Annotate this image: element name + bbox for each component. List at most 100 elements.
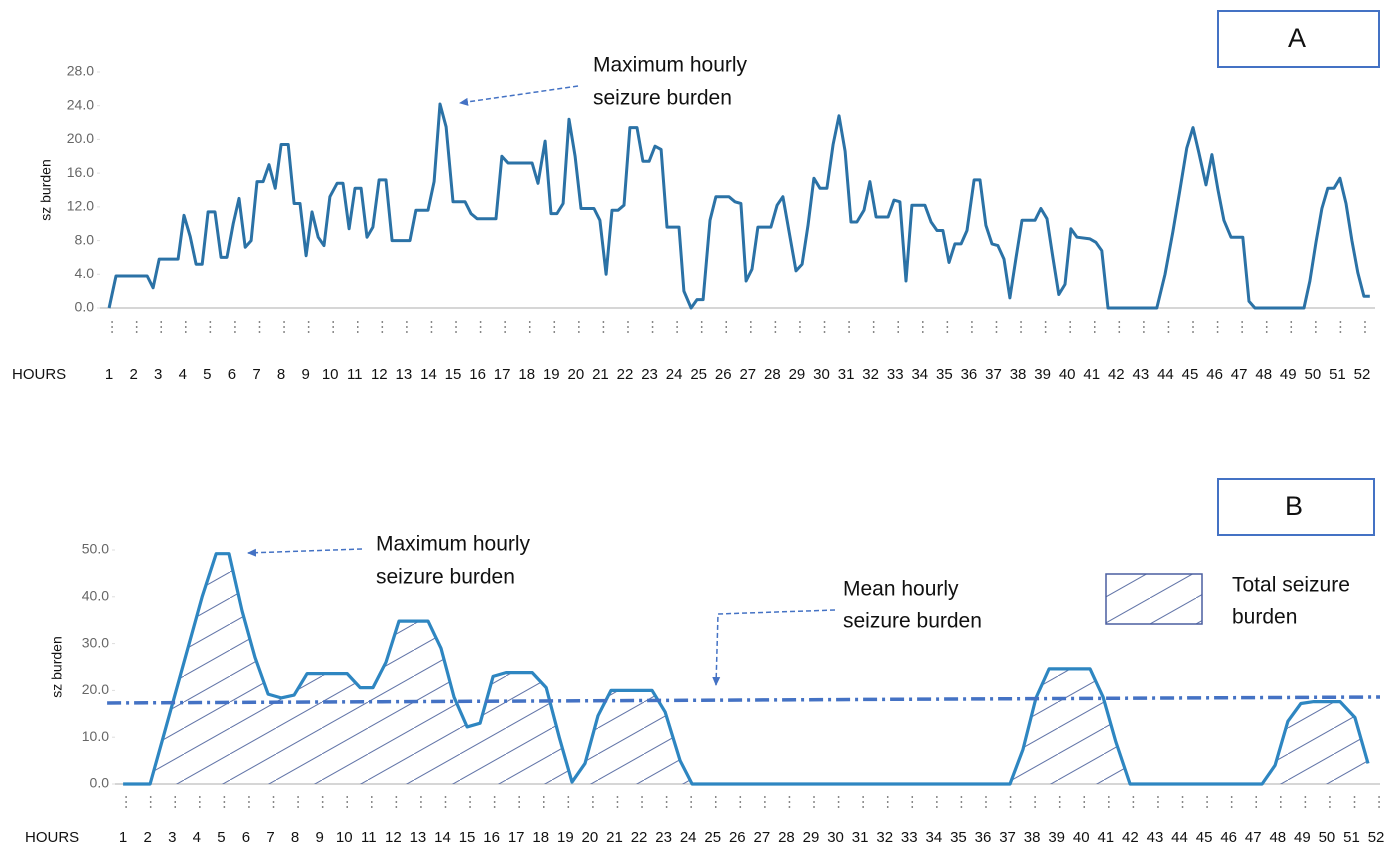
x-tick-label: 12 [371, 366, 388, 383]
mean-annotation: Mean hourly [843, 578, 959, 601]
x-tick-label: 10 [336, 829, 353, 846]
x-tick-label: 28 [764, 366, 781, 383]
panel-box [1217, 478, 1375, 536]
x-tick-label: 16 [483, 829, 500, 846]
x-axis-label: HOURS [25, 829, 79, 846]
x-tick-label: 27 [754, 829, 771, 846]
annotation-arrow [712, 609, 836, 686]
x-tick-label: 10 [322, 366, 339, 383]
y-tick-label: 8.0 [75, 231, 95, 247]
mean-line [107, 695, 1381, 705]
x-tick-label: 34 [926, 829, 943, 846]
x-tick-label: 6 [242, 829, 250, 846]
x-tick-label: 3 [154, 366, 162, 383]
x-tick-label: 23 [655, 829, 672, 846]
x-tick-label: 41 [1097, 829, 1114, 846]
x-tick-label: 43 [1147, 829, 1164, 846]
annotation: Maximum hourly [593, 54, 748, 77]
panel-label: B [1285, 491, 1303, 521]
x-tick-label: 8 [291, 829, 299, 846]
x-tick-label: 20 [568, 366, 585, 383]
x-tick-label: 46 [1206, 366, 1223, 383]
y-tick-label: 0.0 [90, 775, 110, 791]
x-tick-label: 4 [193, 829, 201, 846]
x-tick-label: 27 [739, 366, 756, 383]
x-tick-label: 24 [666, 366, 683, 383]
x-tick-label: 26 [729, 829, 746, 846]
mean-annotation: seizure burden [843, 610, 982, 633]
x-tick-label: 16 [469, 366, 486, 383]
x-tick-label: 30 [813, 366, 830, 383]
x-tick-label: 3 [168, 829, 176, 846]
x-tick-label: 21 [606, 829, 623, 846]
x-tick-label: 28 [778, 829, 795, 846]
x-tick-label: 11 [361, 829, 377, 846]
x-axis-label: HOURS [12, 366, 66, 383]
x-tick-label: 35 [950, 829, 967, 846]
x-tick-label: 34 [911, 366, 928, 383]
x-tick-label: 37 [985, 366, 1002, 383]
x-tick-label: 14 [420, 366, 437, 383]
x-tick-label: 35 [936, 366, 953, 383]
x-tick-label: 25 [690, 366, 707, 383]
x-tick-label: 39 [1048, 829, 1065, 846]
x-tick-label: 36 [975, 829, 992, 846]
x-tick-label: 12 [385, 829, 402, 846]
legend-label: burden [1232, 606, 1297, 629]
x-tick-label: 2 [144, 829, 152, 846]
x-tick-label: 37 [999, 829, 1016, 846]
x-tick-label: 46 [1220, 829, 1237, 846]
x-tick-label: 18 [532, 829, 549, 846]
x-tick-label: 51 [1329, 366, 1346, 383]
y-tick-label: 28.0 [67, 63, 94, 79]
x-tick-label: 6 [228, 366, 236, 383]
x-tick-label: 49 [1294, 829, 1311, 846]
annotation-arrow [459, 85, 579, 106]
x-tick-label: 33 [887, 366, 904, 383]
x-tick-label: 42 [1122, 829, 1139, 846]
x-tick-label: 19 [543, 366, 560, 383]
x-tick-label: 29 [803, 829, 820, 846]
x-tick-label: 42 [1108, 366, 1125, 383]
x-tick-label: 52 [1368, 829, 1385, 846]
panel-label: A [1288, 23, 1306, 53]
y-tick-label: 0.0 [75, 299, 95, 315]
y-tick-label: 30.0 [82, 634, 109, 650]
x-tick-label: 18 [518, 366, 535, 383]
x-tick-label: 2 [129, 366, 137, 383]
x-tick-label: 5 [217, 829, 225, 846]
x-tick-label: 26 [715, 366, 732, 383]
x-tick-label: 41 [1083, 366, 1100, 383]
x-tick-label: 31 [838, 366, 855, 383]
x-tick-label: 40 [1059, 366, 1076, 383]
x-tick-label: 4 [179, 366, 187, 383]
x-tick-label: 7 [266, 829, 274, 846]
y-tick-label: 24.0 [67, 96, 94, 112]
x-tick-label: 5 [203, 366, 211, 383]
x-tick-label: 8 [277, 366, 285, 383]
x-tick-label: 40 [1073, 829, 1090, 846]
x-tick-label: 44 [1171, 829, 1188, 846]
annotation: Maximum hourly [376, 533, 531, 556]
x-tick-label: 45 [1196, 829, 1213, 846]
y-tick-label: 20.0 [82, 681, 109, 697]
x-tick-label: 36 [961, 366, 978, 383]
x-tick-label: 1 [119, 829, 127, 846]
x-tick-label: 11 [347, 366, 363, 383]
x-tick-label: 44 [1157, 366, 1174, 383]
x-tick-label: 23 [641, 366, 658, 383]
x-tick-label: 24 [680, 829, 697, 846]
x-tick-label: 33 [901, 829, 918, 846]
annotation: seizure burden [593, 87, 732, 110]
x-tick-label: 32 [876, 829, 893, 846]
x-tick-label: 20 [582, 829, 599, 846]
x-tick-label: 25 [704, 829, 721, 846]
x-tick-label: 14 [434, 829, 451, 846]
x-tick-label: 9 [315, 829, 323, 846]
x-tick-label: 51 [1343, 829, 1360, 846]
x-tick-label: 38 [1024, 829, 1041, 846]
x-tick-label: 17 [508, 829, 525, 846]
y-tick-label: 50.0 [82, 541, 109, 557]
legend-label: Total seizure [1232, 574, 1350, 597]
